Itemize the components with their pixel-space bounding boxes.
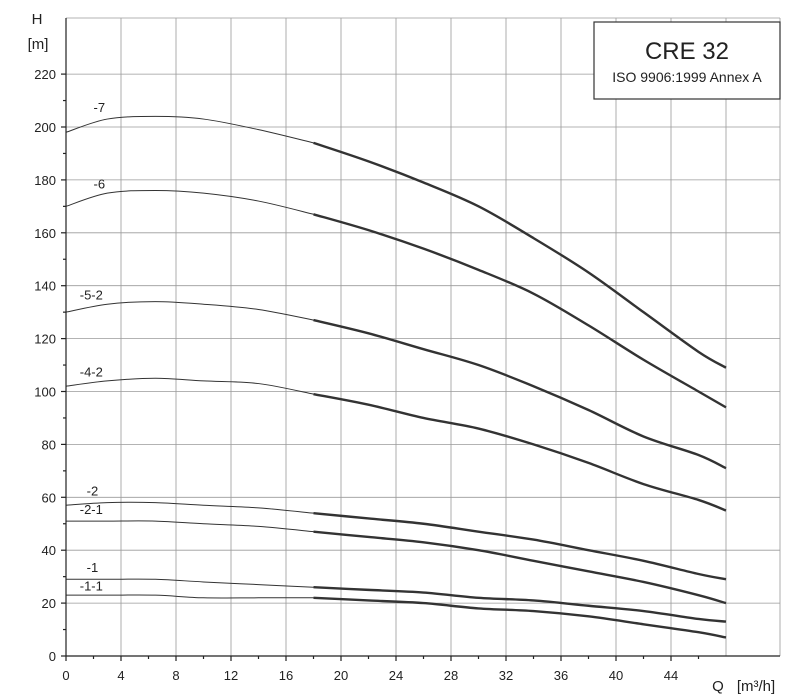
series-line-thin-1 [66,578,314,588]
y-tick-label: 80 [42,437,56,452]
series-line-4-2 [313,392,727,512]
series-line-thin-5-2 [65,301,314,321]
series-line-thin-4-2 [65,377,314,395]
series-label-4-2: -4-2 [80,364,103,379]
series-line-5-2 [313,318,727,470]
legend-frame [593,21,781,100]
series-line-thin-6 [65,189,314,215]
chart-subtitle: ISO 9906:1999 Annex A [612,69,762,85]
y-tick-label: 140 [34,279,56,294]
y-tick-label: 200 [34,120,56,135]
series-line-thin-7 [65,115,314,144]
series-label-6: -6 [94,176,106,191]
series-line-2-1 [313,530,727,605]
x-tick-label: 28 [444,668,458,683]
series-line-1-1 [313,596,727,639]
x-tick-label: 4 [117,668,124,683]
x-tick-label: 36 [554,668,568,683]
grid-lines [61,17,781,661]
x-tick-label: 12 [224,668,238,683]
chart-title: CRE 32 [645,38,729,65]
series-label-1: -1 [87,560,99,575]
curve-labels: -7-6-5-2-4-2-2-2-1-1-1-1 [80,100,105,594]
x-tick-label: 24 [389,668,403,683]
y-tick-label: 180 [34,173,56,188]
x-axis-unit: [m³/h] [737,678,775,695]
x-tick-label: 8 [172,668,179,683]
series-label-7: -7 [94,100,106,115]
x-tick-label: 20 [334,668,348,683]
tick-labels: 0 4 8 12 16 20 24 28 32 36 40 44 0 20 40 60 80 100 120 140 1… [34,67,678,683]
y-tick-label: 160 [34,226,56,241]
series-line-7 [313,141,727,369]
x-tick-label: 40 [609,668,623,683]
y-tick-label: 20 [42,596,56,611]
y-tick-label: 60 [42,490,56,505]
y-axis-title: H [32,11,43,28]
series-line-1 [313,586,727,623]
series-line-thin-2-1 [66,520,314,533]
x-axis-title: Q [712,678,724,695]
y-tick-label: 100 [34,385,56,400]
y-tick-label: 120 [34,332,56,347]
x-tick-label: 44 [664,668,678,683]
series-line-2 [313,511,727,581]
performance-curves [65,115,727,639]
series-line-6 [313,213,727,409]
x-tick-label: 0 [62,668,69,683]
series-label-2: -2 [87,483,99,498]
series-line-thin-1-1 [65,594,314,599]
y-tick-label: 0 [49,649,56,664]
legend-box: CRE 32 ISO 9906:1999 Annex A [593,21,781,100]
series-label-1-1: -1-1 [80,579,103,594]
series-line-thin-2 [65,501,314,514]
y-axis-unit: [m] [28,36,49,53]
series-label-5-2: -5-2 [80,288,103,303]
x-tick-label: 16 [279,668,293,683]
y-tick-label: 40 [42,543,56,558]
series-label-2-1: -2-1 [80,502,103,517]
y-tick-label: 220 [34,67,56,82]
x-tick-label: 32 [499,668,513,683]
